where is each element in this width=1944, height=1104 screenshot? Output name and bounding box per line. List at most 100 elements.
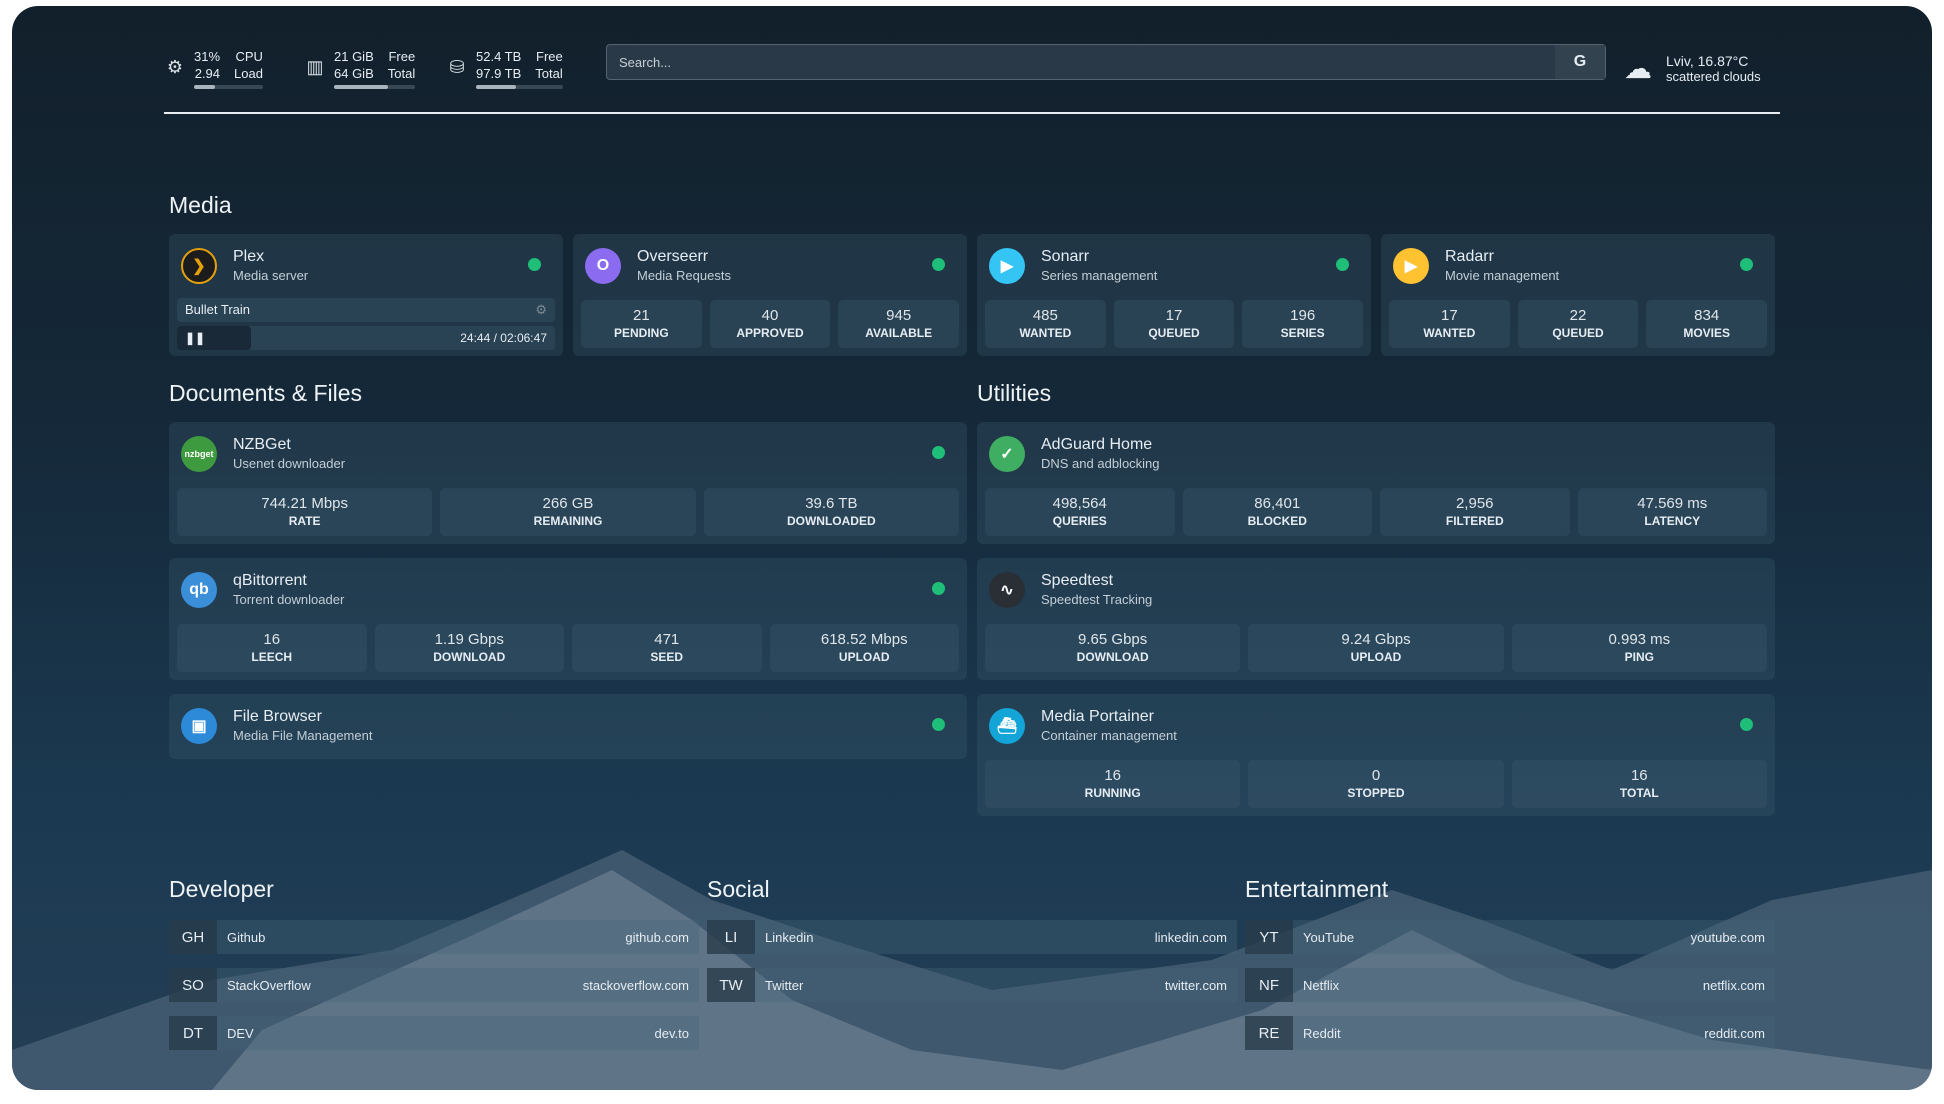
stat-block: 945 AVAILABLE [838,300,960,348]
service-description: Media server [233,268,309,283]
service-name: Radarr [1445,248,1494,265]
stat-value: 485 [1032,307,1058,324]
stat-value: 618.52 Mbps [820,631,908,648]
stat-label: WANTED [1423,326,1476,340]
search-input[interactable]: Search... G [606,44,1606,80]
service-description: Torrent downloader [233,592,345,607]
service-card-radarr[interactable]: ▶ Radarr Movie management 17 WANTED 22 QUEU… [1381,234,1775,356]
stat-value: 744.21 Mbps [261,495,349,512]
bookmark-name: StackOverflow [227,977,311,993]
service-name: AdGuard Home [1041,436,1153,453]
cpu-icon: ⚙ [166,57,184,77]
service-card-sonarr[interactable]: ▶ Sonarr Series management 485 WANTED 17 QU… [977,234,1371,356]
service-name: Overseerr [637,248,709,265]
bookmark-url: netflix.com [1702,977,1765,993]
stat-block: 39.6 TB DOWNLOADED [703,488,959,536]
speedtest-icon: ∿ [989,572,1025,608]
service-card-plex[interactable]: ❯ Plex Media server Bullet Train ⚙ ❚❚ 24:… [169,234,563,356]
bookmark-abbr: DT [169,1016,217,1050]
stat-block: 17 QUEUED [1113,300,1235,348]
stat-label: TOTAL [1619,786,1659,800]
bookmark-developer[interactable]: SO StackOverflow stackoverflow.com [169,968,699,1002]
service-description: Movie management [1445,268,1560,283]
bookmark-entertainment[interactable]: NF Netflix netflix.com [1245,968,1775,1002]
stat-value: 498,564 [1052,495,1107,512]
stat-label: UPLOAD [838,650,890,664]
stat-block: 618.52 Mbps UPLOAD [769,624,959,672]
service-description: Media Requests [637,268,731,283]
stat-label: MOVIES [1683,326,1731,340]
service-card-filebrowser[interactable]: ▣ File Browser Media File Management [169,694,967,759]
adguard-icon: ✓ [989,436,1025,472]
radarr-icon: ▶ [1393,248,1429,284]
bookmark-social[interactable]: LI Linkedin linkedin.com [707,920,1237,954]
memory-stat: ▥ 21 GiB Free 64 GiB Total [304,48,416,89]
stat-label: AVAILABLE [865,326,933,340]
cpu-value: 31% [194,48,221,64]
stat-value: 0 [1371,767,1381,784]
stat-value: 834 [1694,307,1720,324]
cpu-stat: ⚙ 31% CPU 2.94 Load [164,48,263,89]
google-search-button[interactable]: G [1555,45,1605,79]
stat-value: 22 [1569,307,1587,324]
now-playing-title: Bullet Train [185,302,251,317]
settings-icon[interactable]: ⚙ [535,302,547,317]
stat-block: 16 LEECH [177,624,367,672]
memory-total-label: Total [387,65,416,81]
stat-block: 9.65 Gbps DOWNLOAD [985,624,1241,672]
memory-bar [334,84,416,89]
service-card-speedtest[interactable]: ∿ Speedtest Speedtest Tracking 9.65 Gbps… [977,558,1775,680]
dashboard: ⚙ 31% CPU 2.94 Load ▥ 21 GiB Free 64 GiB Total… [12,6,1932,1090]
bookmark-abbr: GH [169,920,217,954]
search-placeholder: Search... [619,55,672,70]
service-card-overseerr[interactable]: O Overseerr Media Requests 21 PENDING 40 AP… [573,234,967,356]
stat-value: 266 GB [542,495,594,512]
bookmark-url: twitter.com [1164,977,1227,993]
section-developer: Developer [169,876,274,902]
stat-block: 1.19 Gbps DOWNLOAD [374,624,564,672]
bookmark-abbr: NF [1245,968,1293,1002]
service-description: Container management [1041,728,1177,743]
load-label: Load [234,65,263,81]
service-description: Series management [1041,268,1158,283]
memory-icon: ▥ [306,57,324,77]
weather-widget: ☁ Lviv, 16.87°C scattered clouds [1624,48,1761,88]
stat-block: 16 TOTAL [1511,760,1767,808]
memory-free: 21 GiB [334,48,374,64]
stat-block: 22 QUEUED [1517,300,1639,348]
bookmark-url: stackoverflow.com [582,977,689,993]
disk-total: 97.9 TB [476,65,522,81]
service-card-portainer[interactable]: ⛴ Media Portainer Container management 1… [977,694,1775,816]
stat-block: 485 WANTED [985,300,1106,348]
disk-free-label: Free [536,48,563,64]
stat-value: 945 [886,307,912,324]
pause-icon[interactable]: ❚❚ [185,331,206,345]
status-dot [528,258,541,271]
stat-value: 40 [761,307,779,324]
bookmark-social[interactable]: TW Twitter twitter.com [707,968,1237,1002]
bookmark-abbr: SO [169,968,217,1002]
cloud-icon: ☁ [1624,52,1652,84]
disk-total-label: Total [535,65,563,81]
stat-label: LATENCY [1644,514,1701,528]
bookmark-developer[interactable]: DT DEV dev.to [169,1016,699,1050]
bookmark-developer[interactable]: GH Github github.com [169,920,699,954]
stat-label: SEED [650,650,684,664]
playback-progress[interactable]: ❚❚ 24:44 / 02:06:47 [177,326,555,350]
stat-label: QUEUED [1552,326,1604,340]
service-card-nzbget[interactable]: nzbget NZBGet Usenet downloader 744.21 M… [169,422,967,544]
plex-icon: ❯ [181,248,217,284]
service-card-qbittorrent[interactable]: qb qBittorrent Torrent downloader 16 LEEC… [169,558,967,680]
stat-label: FILTERED [1445,514,1504,528]
stat-label: DOWNLOADED [786,514,876,528]
bookmark-entertainment[interactable]: YT YouTube youtube.com [1245,920,1775,954]
service-name: Plex [233,248,265,265]
status-dot [932,582,945,595]
load-value: 2.94 [194,65,221,81]
bookmark-name: Linkedin [765,929,814,945]
service-card-adguard[interactable]: ✓ AdGuard Home DNS and adblocking 498,56… [977,422,1775,544]
stat-value: 16 [1104,767,1121,784]
stat-label: RATE [288,514,321,528]
bookmark-entertainment[interactable]: RE Reddit reddit.com [1245,1016,1775,1050]
service-description: Media File Management [233,728,373,743]
